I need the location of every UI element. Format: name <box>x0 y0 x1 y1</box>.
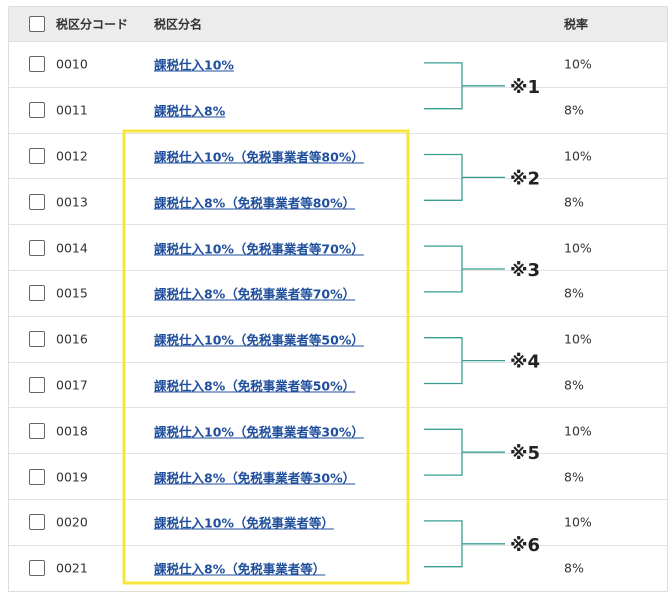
tax-name-link[interactable]: 課税仕入8%（免税事業者等） <box>154 561 326 577</box>
tax-name-link[interactable]: 課税仕入10%（免税事業者等70%） <box>154 241 364 257</box>
tax-name-link[interactable]: 課税仕入10%（免税事業者等30%） <box>154 424 364 440</box>
table-row: 0011 課税仕入8% 8% <box>9 86 667 133</box>
rate: 8% <box>564 469 584 485</box>
annotation-label: ※4 <box>510 352 540 373</box>
rate: 8% <box>564 560 584 576</box>
table-row: 0018 課税仕入10%（免税事業者等30%） 10% <box>9 407 667 453</box>
bracket <box>424 153 505 201</box>
code: 0011 <box>56 102 88 118</box>
checkbox[interactable] <box>29 102 45 119</box>
rate: 8% <box>564 102 584 118</box>
code: 0010 <box>56 56 88 72</box>
annotation-label: ※5 <box>510 443 540 464</box>
checkbox[interactable] <box>29 285 45 302</box>
code: 0021 <box>56 560 88 576</box>
checkbox[interactable] <box>29 56 45 73</box>
header-rate: 税率 <box>564 17 589 32</box>
table-row: 0019 課税仕入8%（免税事業者等30%） 8% <box>9 453 667 499</box>
code: 0018 <box>56 423 88 439</box>
tax-name-link[interactable]: 課税仕入10%（免税事業者等50%） <box>154 332 364 348</box>
checkbox[interactable] <box>29 239 45 256</box>
tax-name-link[interactable]: 課税仕入8%（免税事業者等70%） <box>154 286 356 302</box>
rate: 10% <box>564 423 592 439</box>
annotation-label: ※1 <box>510 77 540 98</box>
tax-name-link[interactable]: 課税仕入8%（免税事業者等50%） <box>154 378 356 394</box>
table-row: 0014 課税仕入10%（免税事業者等70%） 10% <box>9 224 667 270</box>
rate: 8% <box>564 377 584 393</box>
tax-name-link[interactable]: 課税仕入10%（免税事業者等） <box>154 515 334 531</box>
table-row: 0015 課税仕入8%（免税事業者等70%） 8% <box>9 270 667 316</box>
code: 0017 <box>56 377 88 393</box>
bracket <box>424 428 505 476</box>
table-row: 0017 課税仕入8%（免税事業者等50%） 8% <box>9 361 667 408</box>
code: 0019 <box>56 469 88 485</box>
tax-name-link[interactable]: 課税仕入8%（免税事業者等30%） <box>154 470 356 486</box>
code: 0020 <box>56 514 88 530</box>
rate: 8% <box>564 194 584 210</box>
bracket <box>424 245 505 293</box>
checkbox[interactable] <box>29 193 45 210</box>
table-row: 0010 課税仕入10% 10% <box>9 41 667 87</box>
header-name: 税区分名 <box>154 17 203 32</box>
bracket <box>424 62 505 110</box>
checkbox[interactable] <box>29 422 45 439</box>
rate: 10% <box>564 514 592 530</box>
code: 0013 <box>56 194 88 210</box>
checkbox[interactable] <box>29 147 45 164</box>
annotation-label: ※6 <box>510 535 540 556</box>
table-row: 0016 課税仕入10%（免税事業者等50%） 10% <box>9 315 667 362</box>
table-row: 0013 課税仕入8%（免税事業者等80%） 8% <box>9 178 667 224</box>
code: 0015 <box>56 285 88 301</box>
table-row: 0021 課税仕入8%（免税事業者等） 8% <box>9 544 667 591</box>
rate: 10% <box>564 56 592 72</box>
annotation-label: ※3 <box>510 260 540 281</box>
table-row: 0012 課税仕入10%（免税事業者等80%） 10% <box>9 132 667 179</box>
table-row: 0020 課税仕入10%（免税事業者等） 10% <box>9 499 667 545</box>
tax-name-link[interactable]: 課税仕入8% <box>154 103 226 119</box>
tax-name-link[interactable]: 課税仕入10%（免税事業者等80%） <box>154 149 364 165</box>
checkbox[interactable] <box>29 331 45 348</box>
header-code: 税区分コード <box>56 17 129 32</box>
annotation-label: ※2 <box>510 168 540 189</box>
checkbox[interactable] <box>29 376 45 393</box>
code: 0016 <box>56 331 88 347</box>
code: 0012 <box>56 148 88 164</box>
header-row: 税区分コード 税区分名 税率 <box>9 7 667 41</box>
bracket <box>424 520 505 568</box>
rate: 8% <box>564 285 584 301</box>
code: 0014 <box>56 240 88 256</box>
rate: 10% <box>564 240 592 256</box>
tax-table: 税区分コード 税区分名 税率 0010 課税仕入10% 10% 0011 課税仕入8% 8… <box>8 6 668 592</box>
checkbox[interactable] <box>29 468 45 485</box>
tax-name-link[interactable]: 課税仕入8%（免税事業者等80%） <box>154 195 356 211</box>
checkbox[interactable] <box>29 16 45 32</box>
bracket <box>424 337 505 385</box>
rate: 10% <box>564 331 592 347</box>
highlight-box <box>122 129 410 585</box>
checkbox[interactable] <box>29 514 45 531</box>
rate: 10% <box>564 148 592 164</box>
tax-name-link[interactable]: 課税仕入10% <box>154 57 234 73</box>
checkbox[interactable] <box>29 560 45 577</box>
